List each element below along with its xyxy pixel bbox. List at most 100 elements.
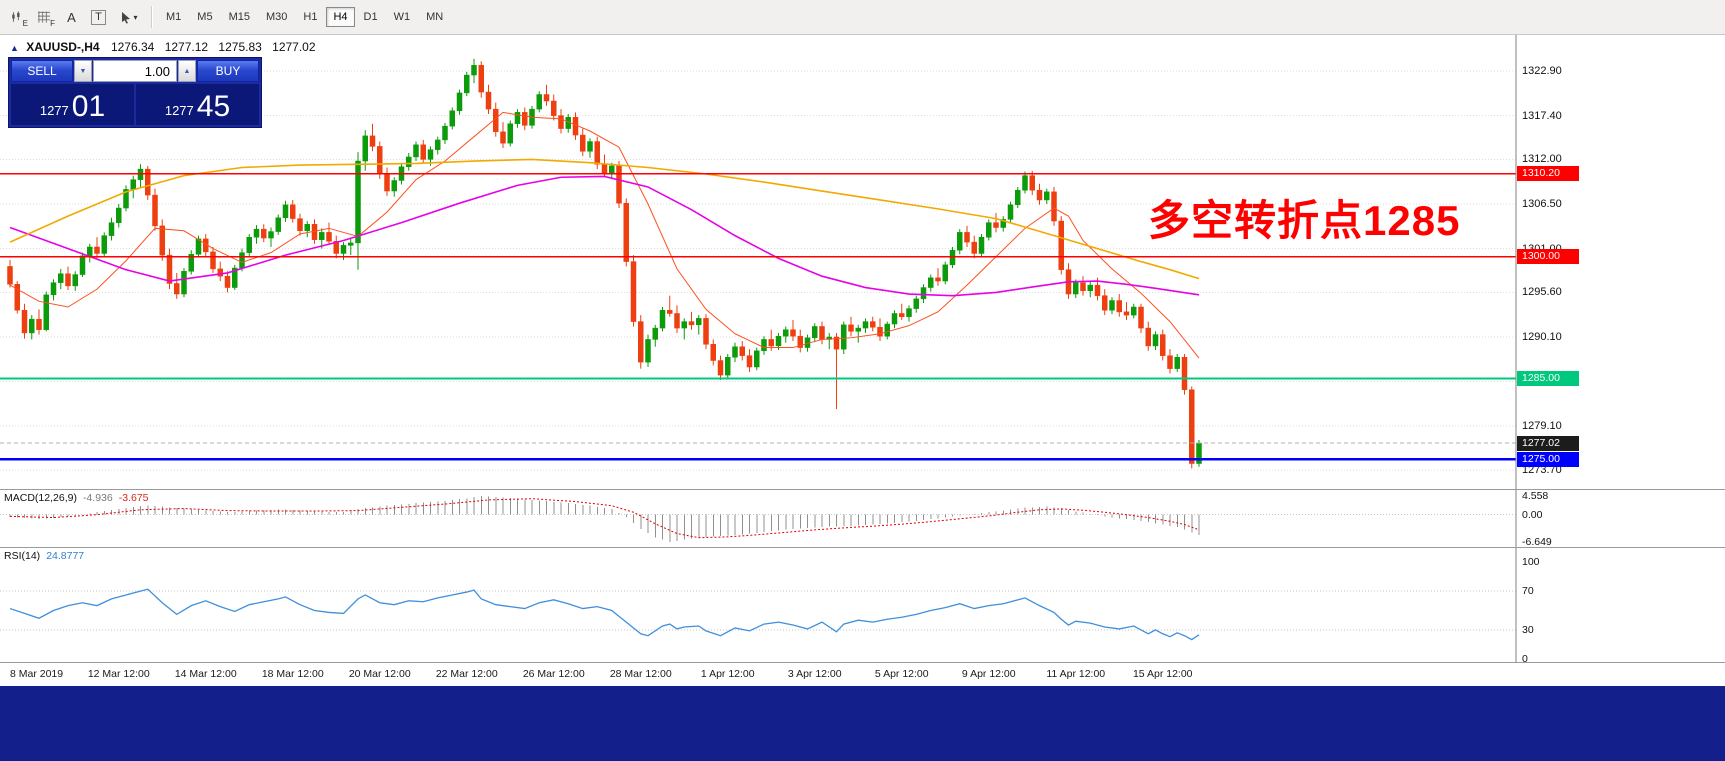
time-axis-label: 8 Mar 2019 xyxy=(10,668,64,680)
buy-button[interactable]: BUY xyxy=(197,60,259,82)
chart-mode-icon[interactable]: E xyxy=(4,5,31,30)
rsi-axis-label: 100 xyxy=(1522,556,1540,568)
one-click-collapse-icon[interactable]: ▲ xyxy=(10,43,19,53)
price-axis-label: 1273.70 xyxy=(1522,464,1562,476)
time-axis-label: 11 Apr 12:00 xyxy=(1046,668,1106,680)
grid-layer xyxy=(0,70,1516,471)
timeframe-w1[interactable]: W1 xyxy=(387,7,418,27)
price-axis-label: 1295.60 xyxy=(1522,286,1562,299)
time-axis-label: 3 Apr 12:00 xyxy=(787,668,842,680)
rsi-header: RSI(14) 24.8777 xyxy=(4,550,84,562)
sell-button[interactable]: SELL xyxy=(11,60,73,82)
icon-letter: A xyxy=(67,9,76,25)
symbol-label: XAUUSD-,H4 xyxy=(26,40,100,54)
rsi-canvas[interactable] xyxy=(0,548,1725,662)
time-axis-label: 12 Mar 12:00 xyxy=(87,668,150,680)
bid-price-box[interactable]: 1277 01 xyxy=(11,84,134,125)
timeframe-h1[interactable]: H1 xyxy=(296,7,324,27)
macd-header: MACD(12,26,9) -4.936 -3.675 xyxy=(4,492,149,504)
arrow-down-icon: ▼ xyxy=(79,67,87,75)
timeframe-m5[interactable]: M5 xyxy=(190,7,219,27)
ohlc-open: 1276.34 xyxy=(110,40,155,54)
macd-signal-line xyxy=(9,498,1200,539)
timeframe-m30[interactable]: M30 xyxy=(259,7,294,27)
time-axis-label: 28 Mar 12:00 xyxy=(609,668,672,680)
cursor-glyph xyxy=(122,11,131,24)
ask-price-small: 1277 xyxy=(164,103,194,118)
toolbar: E F A T ▾ M1 M5 M15 M30 H1 H4 D1 W1 MN xyxy=(0,0,1725,35)
time-axis-label: 9 Apr 12:00 xyxy=(961,668,1016,680)
time-axis-label: 20 Mar 12:00 xyxy=(348,668,411,680)
price-line-tag: 1275.00 xyxy=(1517,451,1579,467)
time-axis-label: 18 Mar 12:00 xyxy=(261,668,324,680)
time-axis[interactable]: 8 Mar 2019 12 Mar 12:00 14 Mar 12:00 18 Mar… xyxy=(0,662,1725,686)
text-box-tool-icon[interactable]: T xyxy=(85,5,112,30)
current-price-tag: 1277.02 xyxy=(1517,435,1579,451)
rsi-line xyxy=(9,588,1200,641)
volume-decrease-button[interactable]: ▼ xyxy=(74,60,92,82)
time-axis-label: 5 Apr 12:00 xyxy=(874,668,929,680)
ma-slow xyxy=(9,158,1200,280)
bid-price-small: 1277 xyxy=(39,103,69,118)
candles-layer xyxy=(7,58,1202,469)
ohlc-high: 1277.12 xyxy=(164,40,209,54)
grid-glyph xyxy=(38,10,51,23)
price-chart-canvas[interactable] xyxy=(0,35,1725,489)
macd-panel[interactable]: MACD(12,26,9) -4.936 -3.675 4.558 0.00 -6.64… xyxy=(0,489,1725,547)
text-tool-icon[interactable]: A xyxy=(58,5,85,30)
ma-fast xyxy=(9,111,1200,359)
timeframe-h4[interactable]: H4 xyxy=(326,7,355,27)
macd-axis-label: -6.649 xyxy=(1522,536,1552,547)
arrow-up-icon: ▲ xyxy=(183,67,191,75)
toolbar-separator xyxy=(151,6,153,28)
indicator-grid-icon[interactable]: F xyxy=(31,5,58,30)
timeframe-d1[interactable]: D1 xyxy=(357,7,385,27)
ohlc-close: 1277.02 xyxy=(272,40,316,54)
timeframe-m15[interactable]: M15 xyxy=(222,7,257,27)
rsi-value: 24.8777 xyxy=(46,550,85,562)
price-axis-label: 1306.50 xyxy=(1522,198,1562,210)
macd-signal-value: -3.675 xyxy=(118,492,149,504)
price-axis-label: 1279.10 xyxy=(1522,420,1562,433)
time-axis-label: 14 Mar 12:00 xyxy=(174,668,237,680)
macd-histogram xyxy=(9,496,1200,542)
horizontal-lines-layer xyxy=(0,173,1516,461)
price-line-tag: 1300.00 xyxy=(1517,249,1579,265)
symbol-info-line: ▲ XAUUSD-,H4 1276.34 1277.12 1275.83 127… xyxy=(10,40,323,54)
main-chart-panel[interactable]: ▲ XAUUSD-,H4 1276.34 1277.12 1275.83 127… xyxy=(0,35,1725,489)
volume-increase-button[interactable]: ▲ xyxy=(178,60,196,82)
drawing-tools-icon[interactable]: ▾ xyxy=(112,5,146,30)
price-axis-label: 1317.40 xyxy=(1522,109,1562,122)
timeframe-group: M1 M5 M15 M30 H1 H4 D1 W1 MN xyxy=(158,7,451,27)
time-axis-label: 15 Apr 12:00 xyxy=(1132,668,1193,680)
bottom-panel xyxy=(0,686,1725,761)
timeframe-mn[interactable]: MN xyxy=(419,7,450,27)
chart-window: ▲ XAUUSD-,H4 1276.34 1277.12 1275.83 127… xyxy=(0,35,1725,761)
icon-letter: T xyxy=(91,9,106,25)
ask-price-box[interactable]: 1277 45 xyxy=(136,84,259,125)
macd-axis-label: 0.00 xyxy=(1522,508,1543,521)
time-axis-label: 22 Mar 12:00 xyxy=(435,668,498,680)
price-line-tag: 1310.20 xyxy=(1517,166,1579,182)
macd-axis-label: 4.558 xyxy=(1522,490,1549,502)
icon-letter: E xyxy=(22,18,28,28)
timeframe-m1[interactable]: M1 xyxy=(159,7,188,27)
rsi-panel[interactable]: RSI(14) 24.8777 100 70 30 0 xyxy=(0,547,1725,662)
price-line-tag: 1285.00 xyxy=(1517,370,1579,386)
time-axis-label: 1 Apr 12:00 xyxy=(700,668,755,680)
rsi-axis-label: 70 xyxy=(1522,585,1534,598)
chevron-down-icon: ▾ xyxy=(133,12,138,22)
candlestick-glyph xyxy=(12,11,20,22)
ma-mid xyxy=(9,175,1200,297)
macd-title: MACD(12,26,9) xyxy=(4,492,77,504)
volume-input[interactable]: 1.00 xyxy=(93,60,177,82)
bid-price-big: 01 xyxy=(71,90,106,123)
rsi-axis-label: 30 xyxy=(1522,623,1534,636)
price-axis-label: 1312.00 xyxy=(1522,153,1562,166)
ohlc-low: 1275.83 xyxy=(218,40,262,54)
rsi-axis-label: 0 xyxy=(1522,653,1528,662)
price-axis-label: 1322.90 xyxy=(1522,65,1562,77)
macd-canvas[interactable] xyxy=(0,490,1725,547)
time-axis-label: 26 Mar 12:00 xyxy=(522,668,585,680)
icon-letter: F xyxy=(50,18,55,28)
